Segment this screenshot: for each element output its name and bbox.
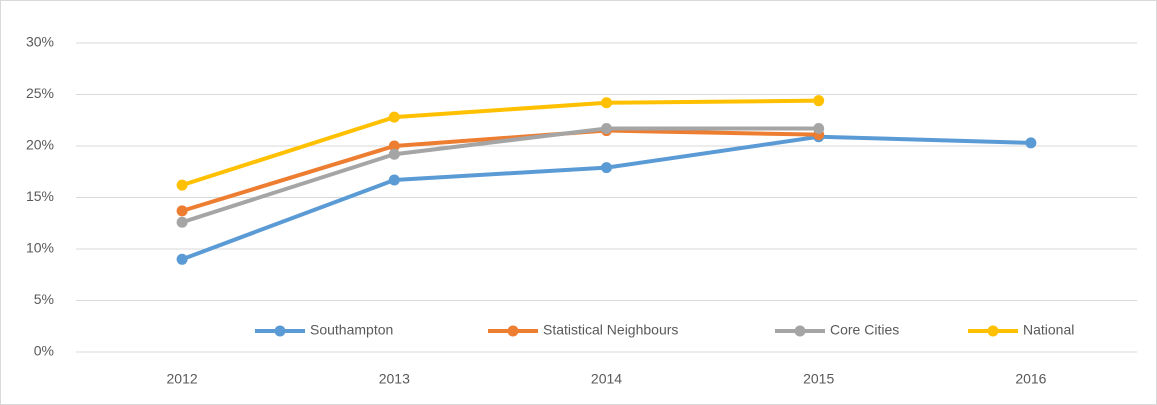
- data-point: [601, 97, 612, 109]
- y-tick-label: 25%: [26, 85, 54, 101]
- data-point: [813, 95, 825, 107]
- x-tick-label: 2016: [1015, 371, 1046, 387]
- y-tick-label: 20%: [26, 137, 54, 153]
- legend-label: National: [1023, 322, 1074, 338]
- legend-marker: [794, 325, 806, 337]
- legend-label: Southampton: [310, 322, 393, 338]
- series-line: [180, 126, 821, 225]
- data-point: [813, 122, 825, 134]
- data-point: [601, 162, 612, 174]
- legend-marker: [987, 325, 999, 337]
- x-tick-label: 2014: [591, 371, 622, 387]
- legend-marker: [507, 325, 519, 337]
- data-point: [388, 148, 400, 160]
- data-point: [176, 179, 188, 191]
- data-point: [1025, 137, 1037, 149]
- data-point: [176, 253, 188, 265]
- y-tick-label: 15%: [26, 188, 54, 204]
- y-tick-label: 30%: [26, 34, 54, 50]
- data-point: [388, 174, 400, 186]
- data-point: [176, 205, 188, 217]
- legend-label: Core Cities: [830, 322, 899, 338]
- y-tick-label: 0%: [34, 343, 54, 359]
- series-line: [180, 98, 821, 188]
- x-tick-label: 2015: [803, 371, 834, 387]
- y-tick-label: 10%: [26, 240, 54, 256]
- series-line: [180, 128, 821, 213]
- data-point: [388, 140, 400, 152]
- data-point: [176, 216, 188, 228]
- data-point: [601, 122, 612, 134]
- data-point: [388, 111, 400, 123]
- x-tick-label: 2013: [379, 371, 410, 387]
- legend-label: Statistical Neighbours: [543, 322, 678, 338]
- x-tick-label: 2012: [167, 371, 198, 387]
- legend-marker: [274, 325, 286, 337]
- y-tick-label: 5%: [34, 291, 54, 307]
